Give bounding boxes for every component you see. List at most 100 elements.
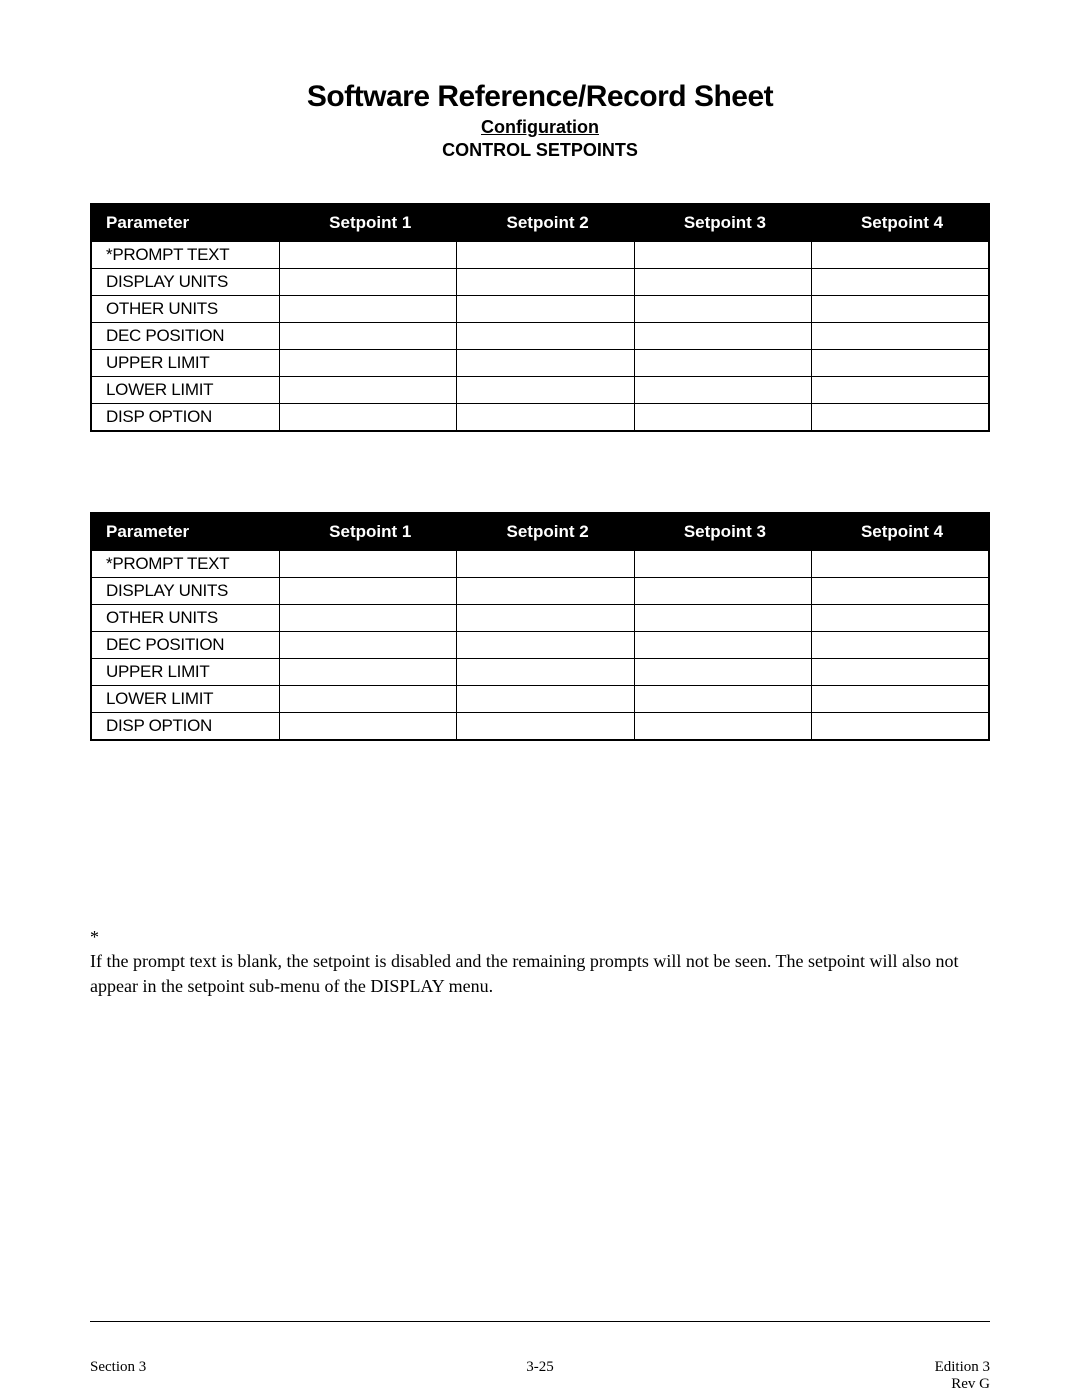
col-header-setpoint-2: Setpoint 2 (457, 513, 634, 551)
footnote-marker: * (90, 925, 110, 949)
footnote: * If the prompt text is blank, the setpo… (90, 925, 990, 998)
value-cell (457, 659, 634, 686)
col-header-setpoint-2: Setpoint 2 (457, 204, 634, 242)
value-cell (812, 686, 989, 713)
col-header-parameter: Parameter (91, 204, 280, 242)
footer-edition: Edition 3 Rev G (935, 1359, 990, 1393)
table-row: *PROMPT TEXT (91, 242, 989, 269)
value-cell (812, 713, 989, 741)
value-cell (812, 551, 989, 578)
param-cell: UPPER LIMIT (91, 659, 280, 686)
value-cell (457, 323, 634, 350)
value-cell (457, 269, 634, 296)
col-header-setpoint-3: Setpoint 3 (634, 513, 811, 551)
value-cell (634, 296, 811, 323)
value-cell (457, 632, 634, 659)
value-cell (634, 659, 811, 686)
value-cell (280, 632, 457, 659)
col-header-parameter: Parameter (91, 513, 280, 551)
page-header: Software Reference/Record Sheet Configur… (90, 80, 990, 161)
param-cell: DISPLAY UNITS (91, 269, 280, 296)
value-cell (812, 323, 989, 350)
value-cell (812, 350, 989, 377)
page-subtitle-configuration: Configuration (90, 117, 990, 138)
param-cell: DEC POSITION (91, 632, 280, 659)
value-cell (634, 686, 811, 713)
value-cell (634, 713, 811, 741)
value-cell (812, 632, 989, 659)
table-row: DEC POSITION (91, 632, 989, 659)
setpoints-table-2: Parameter Setpoint 1 Setpoint 2 Setpoint… (90, 512, 990, 741)
value-cell (457, 713, 634, 741)
value-cell (812, 578, 989, 605)
value-cell (280, 323, 457, 350)
param-cell: DISP OPTION (91, 713, 280, 741)
value-cell (280, 686, 457, 713)
value-cell (457, 551, 634, 578)
table-row: LOWER LIMIT (91, 686, 989, 713)
value-cell (280, 578, 457, 605)
value-cell (457, 605, 634, 632)
footer-rule (90, 1321, 990, 1322)
value-cell (280, 659, 457, 686)
param-cell: OTHER UNITS (91, 605, 280, 632)
page-title: Software Reference/Record Sheet (90, 80, 990, 114)
setpoints-table-1: Parameter Setpoint 1 Setpoint 2 Setpoint… (90, 203, 990, 432)
value-cell (634, 551, 811, 578)
value-cell (280, 605, 457, 632)
param-cell: UPPER LIMIT (91, 350, 280, 377)
value-cell (457, 350, 634, 377)
value-cell (634, 578, 811, 605)
value-cell (280, 269, 457, 296)
value-cell (812, 404, 989, 432)
value-cell (457, 242, 634, 269)
param-cell: LOWER LIMIT (91, 686, 280, 713)
param-cell: *PROMPT TEXT (91, 551, 280, 578)
param-cell: DISP OPTION (91, 404, 280, 432)
table-row: *PROMPT TEXT (91, 551, 989, 578)
value-cell (812, 269, 989, 296)
value-cell (280, 551, 457, 578)
value-cell (280, 296, 457, 323)
value-cell (634, 632, 811, 659)
value-cell (812, 659, 989, 686)
value-cell (634, 242, 811, 269)
value-cell (280, 350, 457, 377)
value-cell (634, 323, 811, 350)
value-cell (812, 242, 989, 269)
table-row: DISPLAY UNITS (91, 578, 989, 605)
value-cell (457, 578, 634, 605)
footnote-text: If the prompt text is blank, the setpoin… (90, 949, 966, 998)
col-header-setpoint-3: Setpoint 3 (634, 204, 811, 242)
value-cell (280, 377, 457, 404)
value-cell (812, 296, 989, 323)
param-cell: DISPLAY UNITS (91, 578, 280, 605)
value-cell (634, 350, 811, 377)
table-row: DEC POSITION (91, 323, 989, 350)
value-cell (457, 296, 634, 323)
footer-page-number: 3-25 (90, 1359, 990, 1376)
value-cell (457, 377, 634, 404)
table-header-row: Parameter Setpoint 1 Setpoint 2 Setpoint… (91, 204, 989, 242)
param-cell: *PROMPT TEXT (91, 242, 280, 269)
value-cell (812, 377, 989, 404)
table-row: OTHER UNITS (91, 605, 989, 632)
page-subtitle-control-setpoints: CONTROL SETPOINTS (90, 140, 990, 161)
table-row: DISPLAY UNITS (91, 269, 989, 296)
col-header-setpoint-1: Setpoint 1 (280, 513, 457, 551)
col-header-setpoint-4: Setpoint 4 (812, 513, 989, 551)
value-cell (457, 404, 634, 432)
value-cell (280, 242, 457, 269)
col-header-setpoint-1: Setpoint 1 (280, 204, 457, 242)
param-cell: OTHER UNITS (91, 296, 280, 323)
table-row: LOWER LIMIT (91, 377, 989, 404)
table-row: UPPER LIMIT (91, 350, 989, 377)
value-cell (457, 686, 634, 713)
table-row: DISP OPTION (91, 713, 989, 741)
param-cell: DEC POSITION (91, 323, 280, 350)
param-cell: LOWER LIMIT (91, 377, 280, 404)
value-cell (634, 377, 811, 404)
value-cell (634, 269, 811, 296)
page: Software Reference/Record Sheet Configur… (0, 0, 1080, 1397)
table-row: OTHER UNITS (91, 296, 989, 323)
